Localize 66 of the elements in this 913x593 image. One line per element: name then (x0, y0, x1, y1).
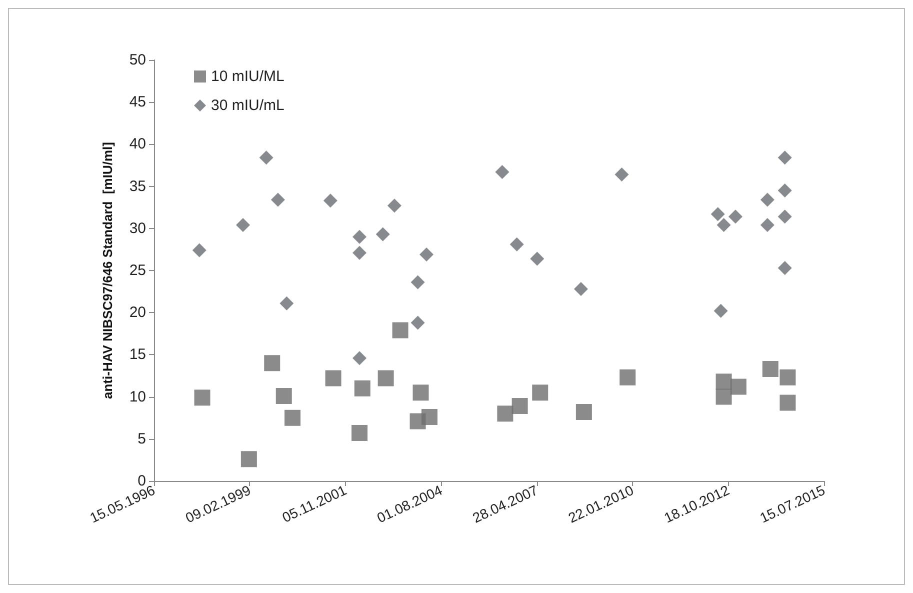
point (280, 296, 294, 310)
point (510, 237, 524, 252)
point (410, 316, 425, 330)
point (412, 384, 429, 401)
point (392, 322, 408, 338)
point (240, 451, 257, 468)
point (728, 210, 742, 224)
y-tick-label: 10 (129, 388, 146, 406)
point (778, 184, 792, 198)
point (716, 218, 731, 232)
point (378, 370, 394, 386)
point (574, 282, 588, 296)
point (276, 388, 292, 404)
point (778, 210, 792, 224)
y-tick-label: 0 (138, 472, 146, 490)
legend-label: 30 mIU/mL (211, 97, 284, 114)
point (762, 361, 778, 378)
point (420, 248, 434, 262)
point (421, 409, 438, 426)
point (780, 369, 796, 386)
point (352, 351, 366, 366)
y-tick-label: 35 (129, 178, 146, 195)
point (352, 246, 366, 260)
point (192, 243, 206, 258)
point (778, 150, 792, 165)
y-tick-label: 40 (129, 136, 146, 153)
point (778, 260, 792, 275)
point (512, 398, 528, 414)
point (376, 227, 390, 242)
y-tick-label: 45 (129, 94, 146, 111)
point (710, 207, 725, 222)
point (259, 150, 274, 165)
y-tick-label: 5 (138, 430, 146, 448)
point (270, 192, 285, 207)
point (352, 230, 366, 244)
point (354, 380, 370, 396)
point (532, 384, 548, 401)
y-axis-title: anti-HAV NIBSC97/646 Standard [mIU/ml] (100, 142, 115, 399)
point (495, 164, 510, 179)
point (620, 369, 636, 386)
point (614, 168, 629, 182)
point (730, 378, 746, 395)
point (497, 406, 514, 422)
point (323, 194, 338, 208)
point (716, 388, 732, 405)
y-tick-label: 30 (129, 220, 146, 237)
point (410, 275, 425, 290)
point (716, 374, 732, 390)
point (760, 218, 774, 232)
y-tick-label: 20 (129, 304, 146, 322)
point (194, 390, 210, 406)
point (352, 425, 368, 442)
point (387, 198, 402, 213)
point (530, 252, 544, 266)
point (236, 218, 250, 232)
y-tick-label: 50 (129, 52, 146, 68)
point (325, 370, 342, 386)
legend-label: 10 mIU/ML (211, 68, 284, 85)
point (284, 410, 300, 426)
point (576, 404, 592, 420)
y-tick-label: 15 (129, 346, 146, 364)
point (780, 394, 796, 411)
point (760, 192, 774, 207)
y-tick-label: 25 (129, 262, 146, 279)
point (714, 304, 728, 318)
point (264, 355, 280, 372)
